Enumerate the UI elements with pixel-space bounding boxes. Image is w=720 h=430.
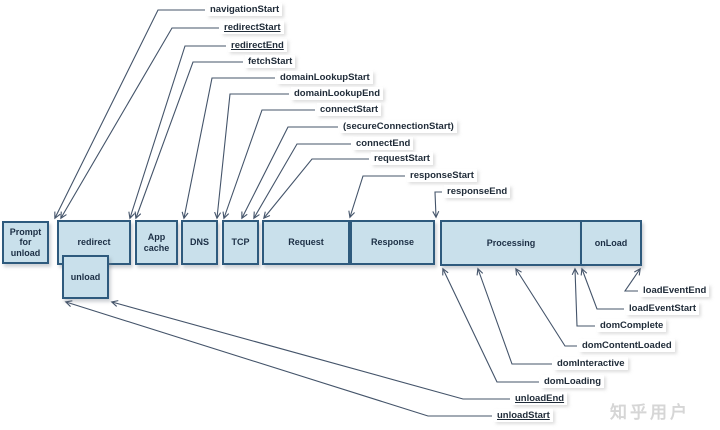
connector-navigationStart — [54, 9, 205, 220]
event-label-connectEnd: connectEnd — [353, 137, 414, 150]
event-label-loadEventStart: loadEventStart — [626, 302, 700, 315]
event-label-redirectStart: redirectStart — [221, 21, 284, 34]
connector-unloadStart — [64, 300, 492, 417]
connector-requestStart — [263, 158, 369, 220]
event-label-connectStart: connectStart — [317, 103, 382, 116]
event-label-requestStart: requestStart — [371, 152, 433, 165]
connector-domContentLoaded — [515, 267, 577, 347]
event-label-responseStart: responseStart — [407, 169, 477, 182]
phase-box-tcp: TCP — [222, 220, 259, 265]
event-label-domInteractive: domInteractive — [554, 357, 628, 370]
event-label-domLoading: domLoading — [541, 375, 604, 388]
phase-box-prompt-for-unload: Prompt for unload — [2, 221, 49, 264]
phase-box-unload: unload — [62, 255, 109, 299]
event-label-secureConnectionStart: (secureConnectionStart) — [340, 120, 457, 133]
phase-box-onload: onLoad — [580, 220, 642, 266]
event-label-domComplete: domComplete — [597, 319, 667, 332]
connector-secureConnectionStart — [241, 126, 338, 220]
connector-responseEnd — [432, 191, 442, 219]
connector-domComplete — [571, 267, 595, 327]
connector-domLoading — [442, 267, 539, 383]
connector-domainLookupStart — [181, 77, 275, 220]
connector-connectEnd — [253, 143, 351, 220]
event-label-fetchStart: fetchStart — [245, 55, 296, 68]
connector-domainLookupEnd — [214, 93, 289, 220]
event-label-responseEnd: responseEnd — [444, 185, 511, 198]
connector-redirectEnd — [128, 45, 226, 220]
event-label-loadEventEnd: loadEventEnd — [640, 284, 710, 297]
phase-box-processing: Processing — [440, 220, 582, 266]
connector-unloadEnd — [110, 300, 510, 400]
connector-domInteractive — [476, 267, 552, 365]
connector-loadEventStart — [580, 267, 624, 310]
event-label-navigationStart: navigationStart — [207, 3, 283, 16]
event-label-domainLookupStart: domainLookupStart — [277, 71, 373, 84]
event-label-redirectEnd: redirectEnd — [228, 39, 287, 52]
phase-box-dns: DNS — [181, 220, 218, 265]
phase-box-app-cache: App cache — [135, 220, 178, 265]
event-label-domContentLoaded: domContentLoaded — [579, 339, 675, 352]
connector-redirectStart — [60, 27, 219, 220]
phase-box-response: Response — [350, 220, 435, 265]
connector-loadEventEnd — [623, 267, 641, 292]
zhihu-user-watermark: 知乎用户 — [610, 403, 690, 422]
event-label-unloadEnd: unloadEnd — [512, 392, 568, 405]
phase-box-request: Request — [262, 220, 350, 265]
connector-connectStart — [222, 109, 315, 220]
connector-fetchStart — [134, 61, 243, 220]
event-label-domainLookupEnd: domainLookupEnd — [291, 87, 384, 100]
connector-responseStart — [348, 175, 405, 219]
event-label-unloadStart: unloadStart — [494, 409, 553, 422]
